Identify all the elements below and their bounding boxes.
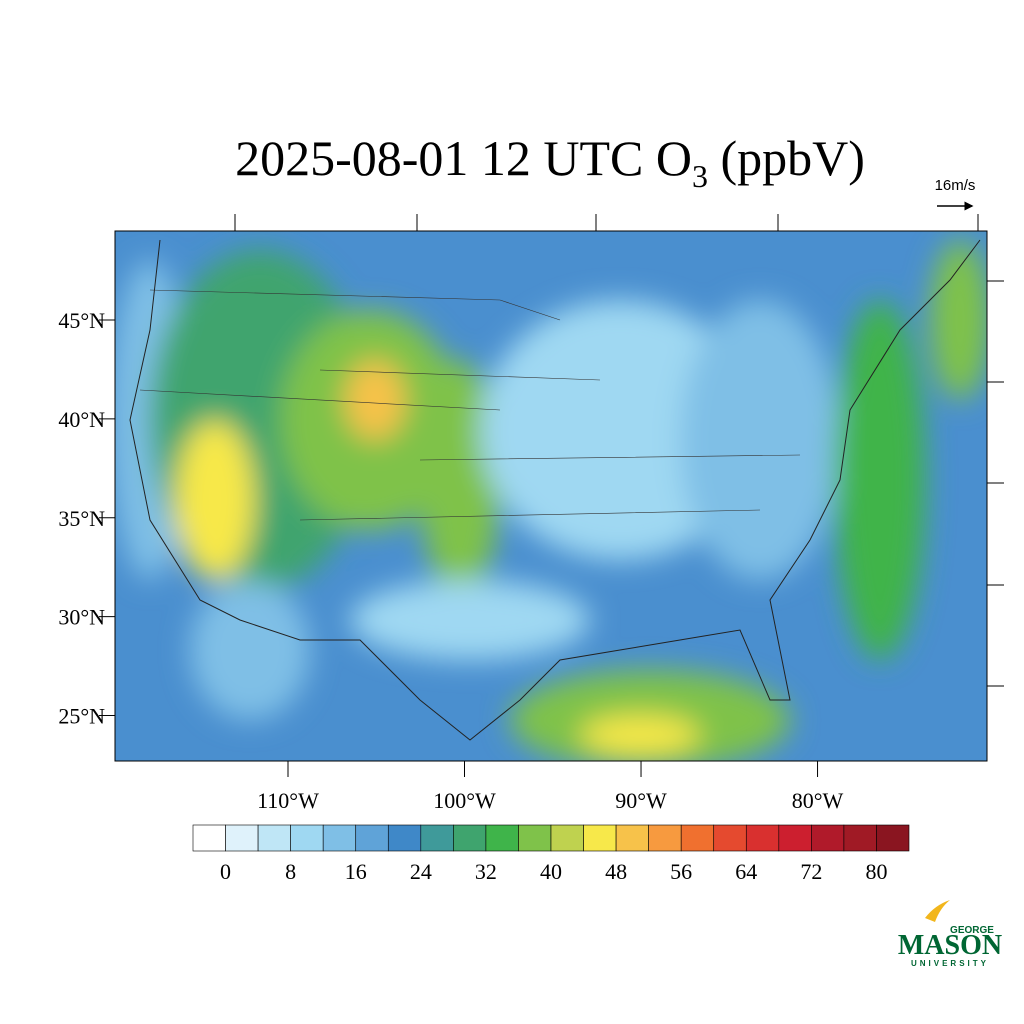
logo-swoosh (925, 900, 950, 922)
colorbar-box (387, 824, 422, 852)
colorbar-tick-label: 32 (475, 859, 497, 884)
map-field (115, 231, 987, 761)
colorbar-tick-label: 56 (670, 859, 692, 884)
borders (139, 289, 801, 521)
colorbar-box (615, 824, 649, 852)
colorbar-tick-label: 64 (735, 859, 757, 884)
colorbar-tick-label: 8 (285, 859, 296, 884)
title-subscript: 3 (692, 158, 708, 194)
colorbar-box (257, 824, 291, 852)
colorbar-tick-label: 72 (800, 859, 822, 884)
colorbar-tick-label: 24 (410, 859, 432, 884)
frame-ticks (234, 214, 1004, 687)
colorbar-box (713, 824, 747, 852)
lat-tick-label: 25°N (58, 704, 105, 729)
colorbar-tick-label: 16 (345, 859, 367, 884)
colorbar-box (876, 824, 910, 852)
colorbar-tick-label: 40 (540, 859, 562, 884)
colorbar-tick-label: 80 (865, 859, 887, 884)
title: 2025-08-01 12 UTC O3 (ppbV) (235, 130, 865, 194)
colorbar-box (485, 824, 519, 852)
colorbar-box (583, 824, 617, 852)
colorbar-box (322, 824, 357, 852)
lon-tick-label: 100°W (433, 788, 496, 813)
title-suffix: (ppbV) (708, 130, 865, 186)
colorbar-box (192, 824, 226, 852)
colorbar-box (225, 824, 259, 852)
reference-vector-label: 16m/s (935, 177, 976, 194)
colorbar-box (355, 824, 389, 852)
coastline (129, 239, 981, 741)
logo-top: GEORGE (950, 925, 994, 936)
colorbar-tick-label: 48 (605, 859, 627, 884)
lat-tick-label: 30°N (58, 605, 105, 630)
lon-tick-label: 80°W (792, 788, 844, 813)
colorbar-box (811, 824, 845, 852)
colorbar-box (453, 824, 487, 852)
lat-tick-label: 35°N (58, 506, 105, 531)
colorbar-box (648, 824, 682, 852)
colorbar-box (518, 824, 552, 852)
colorbar-box (420, 824, 454, 852)
colorbar-tick-label: 0 (220, 859, 231, 884)
lat-tick-label: 45°N (58, 308, 105, 333)
colorbar-box (745, 824, 780, 852)
colorbar-box (290, 824, 324, 852)
colorbar-box (778, 824, 812, 852)
ozone-field (115, 240, 987, 761)
logo-name: MASON (898, 930, 1002, 961)
logo: GEORGE MASON UNIVERSITY (898, 900, 1002, 968)
colorbar-box (550, 824, 584, 852)
colorbar-box (680, 824, 715, 852)
map-frame (114, 230, 988, 762)
logo-bottom: UNIVERSITY (911, 959, 989, 968)
title-main: 2025-08-01 12 UTC O (235, 130, 692, 186)
lon-tick-label: 90°W (615, 788, 667, 813)
lon-tick-label: 110°W (257, 788, 319, 813)
lat-tick-label: 40°N (58, 407, 105, 432)
colorbar-box (843, 824, 877, 852)
